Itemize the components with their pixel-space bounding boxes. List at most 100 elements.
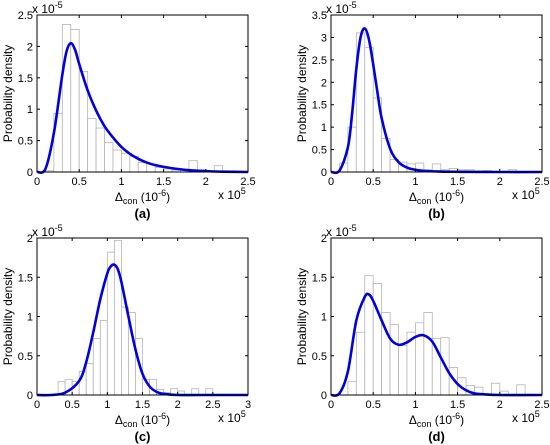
panel-c: 0 0.5 1 1.5 2 2.5 3 0 0.5 1 1.5 2 Probability densi… (1, 223, 251, 444)
histogram-bar (398, 345, 408, 396)
y-tick-label: 2 (27, 233, 33, 245)
histogram-bar (87, 118, 97, 173)
y-tick-label: 1.5 (312, 100, 327, 112)
histogram-bar (490, 382, 501, 396)
x-tick-label: 2.5 (205, 399, 220, 411)
histogram-bars (339, 32, 518, 173)
histogram-bar (414, 322, 425, 396)
y-multiplier: x 10-5 (32, 223, 63, 239)
x-tick-label: 1.5 (450, 399, 465, 411)
y-tick-label: 1 (27, 104, 33, 116)
y-tick-label: 2 (27, 41, 33, 53)
panel-a: 0 0.5 1 1.5 2 2.5 0 0.5 1 1.5 2 2.5 Probability den… (1, 0, 256, 221)
y-tick-label: 0.5 (18, 351, 33, 363)
y-tick-label: 0 (27, 390, 33, 402)
x-tick-label: 1.5 (156, 176, 171, 188)
y-tick-label: 1.5 (18, 73, 33, 85)
histogram-bar (104, 142, 114, 173)
histogram-bar (95, 127, 105, 173)
histogram-bar (121, 152, 131, 173)
x-axis-label: Δcon (10-6) (115, 411, 170, 429)
x-tick-label: 1 (412, 176, 418, 188)
x-tick-label: 0 (328, 399, 334, 411)
x-axis-label: Δcon (10-6) (115, 188, 170, 206)
y-tick-label: 2 (321, 233, 327, 245)
histogram-bars (57, 239, 214, 396)
y-multiplier: x 10-5 (326, 223, 357, 239)
histogram-bar (372, 283, 383, 396)
x-tick-label: 1.5 (450, 176, 465, 188)
x-multiplier: x 105 (218, 409, 246, 425)
y-tick-label: 0 (27, 167, 33, 179)
y-tick-label: 1 (321, 122, 327, 134)
x-tick-label: 2 (497, 176, 503, 188)
y-tick-label: 0.5 (312, 351, 327, 363)
histogram-bar (364, 46, 374, 173)
y-tick-label: 2.5 (18, 10, 33, 22)
x-tick-label: 1.5 (135, 399, 150, 411)
histogram-bar (154, 167, 165, 173)
y-tick-label: 1.5 (312, 272, 327, 284)
x-tick-label: 2 (497, 399, 503, 411)
x-tick-label: 1 (118, 176, 124, 188)
panel-label: (d) (428, 429, 445, 444)
panel-label: (c) (135, 429, 151, 444)
x-tick-label: 1 (104, 399, 110, 411)
plot-frame (330, 14, 543, 173)
y-axis-label: Probability density (295, 45, 309, 142)
x-multiplier: x 105 (218, 186, 246, 202)
histogram-bar (355, 331, 366, 396)
histogram-bar (137, 162, 148, 173)
y-tick-label: 0 (321, 167, 327, 179)
density-curve (36, 41, 249, 174)
x-tick-label: 2.5 (534, 399, 549, 411)
x-tick-label: 3 (245, 399, 251, 411)
x-axis-label: Δcon (10-6) (409, 188, 464, 206)
panel-label: (a) (135, 206, 151, 221)
x-tick-label: 0 (34, 176, 40, 188)
x-tick-label: 0.5 (72, 176, 87, 188)
x-tick-label: 1 (412, 399, 418, 411)
y-multiplier: x 10-5 (32, 0, 63, 16)
plot-frame (36, 14, 249, 173)
histogram-bar (121, 306, 129, 396)
density-curve (330, 292, 543, 397)
x-tick-label: 0 (328, 176, 334, 188)
y-tick-label: 3 (321, 32, 327, 44)
y-tick-label: 3.5 (312, 10, 327, 22)
x-tick-label: 2.5 (240, 176, 255, 188)
panel-d: 0 0.5 1 1.5 2 2.5 0 0.5 1 1.5 2 Probability densit… (295, 223, 550, 444)
y-axis-label: Probability density (1, 268, 15, 365)
x-tick-label: 0.5 (366, 399, 381, 411)
y-tick-label: 2.5 (312, 55, 327, 67)
histogram-bar (92, 338, 101, 396)
histogram-bars (45, 24, 224, 173)
x-tick-label: 0 (34, 399, 40, 411)
y-axis-label: Probability density (295, 268, 309, 365)
y-tick-label: 2 (321, 77, 327, 89)
histogram-bar (112, 149, 122, 173)
panel-b: 0 0.5 1 1.5 2 2.5 0 0.5 1 1.5 2 2.5 3 3.5 Probability… (295, 0, 550, 221)
panel-label: (b) (428, 206, 445, 221)
histogram-bar (347, 381, 357, 396)
histogram-bars (347, 275, 526, 396)
x-tick-label: 2.5 (534, 176, 549, 188)
histogram-bar (516, 384, 526, 396)
axes: 0 0.5 1 1.5 2 2.5 0 0.5 1 1.5 2 2.5 (18, 10, 256, 188)
x-multiplier: x 105 (512, 186, 540, 202)
y-tick-label: 0 (321, 390, 327, 402)
x-tick-label: 2 (175, 399, 181, 411)
y-multiplier: x 10-5 (326, 0, 357, 16)
y-tick-label: 1 (321, 312, 327, 324)
y-axis-label: Probability density (1, 45, 15, 142)
axes: 0 0.5 1 1.5 2 2.5 0 0.5 1 1.5 2 2.5 3 3.5 (312, 10, 550, 188)
histogram-bar (85, 363, 94, 396)
x-axis-label: Δcon (10-6) (409, 411, 464, 429)
x-multiplier: x 105 (512, 409, 540, 425)
axes: 0 0.5 1 1.5 2 2.5 0 0.5 1 1.5 2 (312, 233, 550, 411)
y-tick-label: 0.5 (18, 136, 33, 148)
y-tick-label: 1.5 (18, 272, 33, 284)
histogram-bar (423, 312, 433, 396)
y-tick-label: 0.5 (312, 145, 327, 157)
